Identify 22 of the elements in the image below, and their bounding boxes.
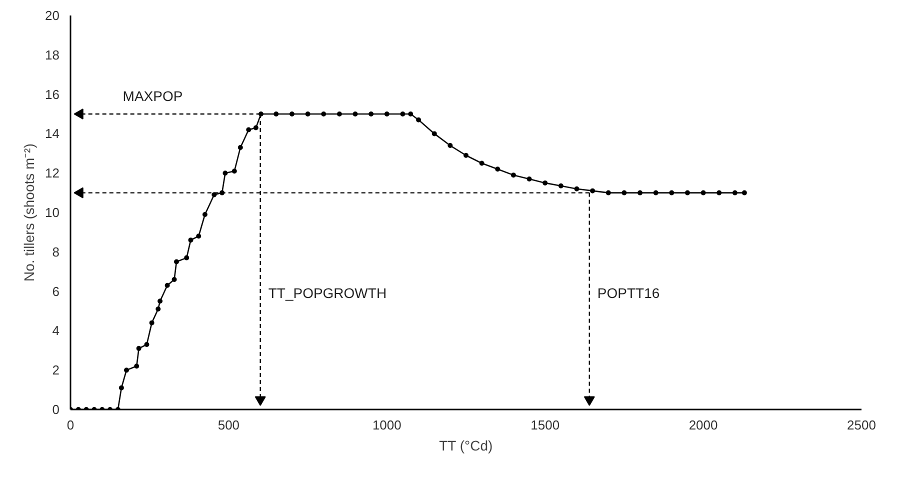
y-tick-label: 20 [45,8,60,23]
y-tick-label: 0 [52,402,60,417]
x-tick-label: 1500 [530,418,560,432]
x-tick-label: 2500 [847,418,876,432]
annotation: POPTT16 [597,285,660,301]
y-tick-label: 6 [52,284,60,299]
y-tick-label: 16 [45,86,60,102]
annotation: TT_POPGROWTH [268,285,387,301]
x-tick-label: 2000 [688,418,718,432]
annotation: MAXPOP [122,88,183,104]
x-tick-label: 1000 [372,418,402,432]
x-tick-label: 500 [218,418,240,432]
x-axis-title: TT (°Cd) [439,438,493,454]
y-axis-title: No. tillers (shoots m⁻²) [21,143,38,282]
y-tick-label: 2 [52,362,60,378]
y-tick-label: 10 [45,205,60,220]
y-tick-label: 8 [52,244,60,260]
y-tick-label: 18 [45,47,60,62]
x-tick-label: 0 [66,418,74,432]
y-tick-label: 14 [45,126,60,142]
y-tick-label: 12 [45,166,60,181]
y-tick-label: 4 [52,323,60,338]
